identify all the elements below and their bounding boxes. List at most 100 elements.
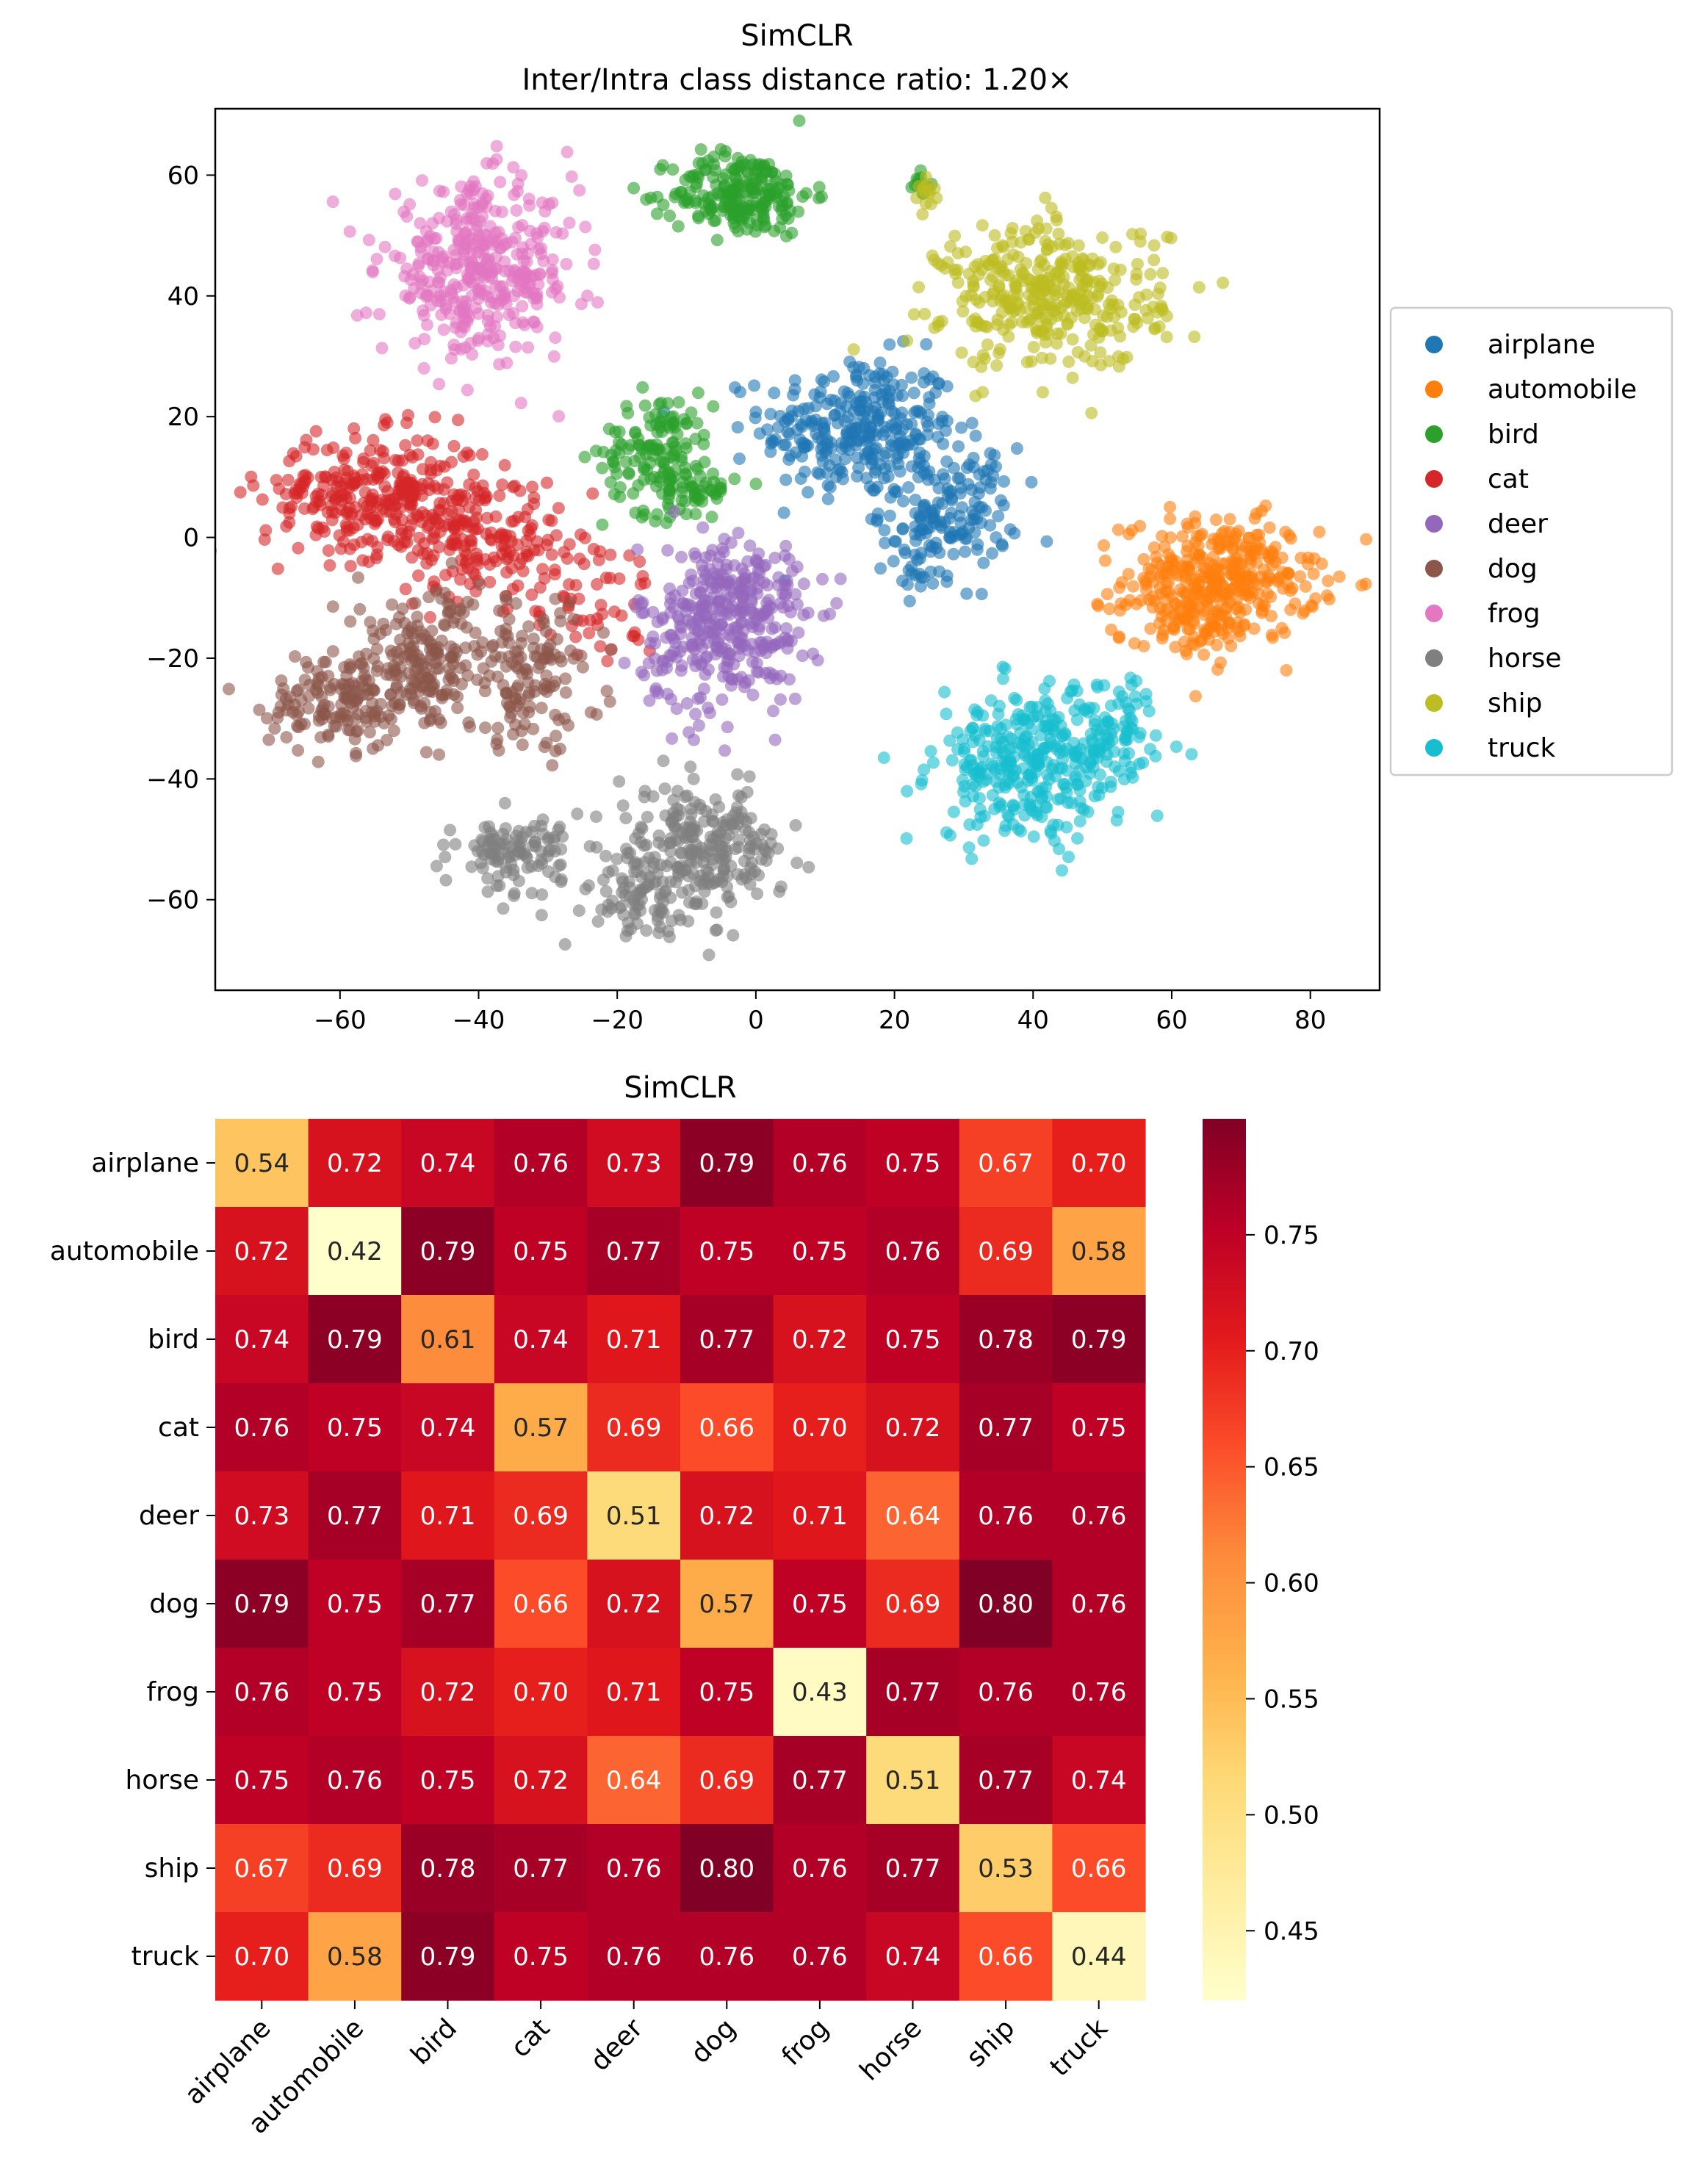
heatmap-cell — [959, 1471, 1053, 1560]
point-truck — [1088, 790, 1101, 803]
heatmap-cell — [959, 1207, 1053, 1296]
heatmap-cell — [215, 1824, 309, 1913]
point-horse — [648, 904, 661, 917]
point-cat — [433, 525, 447, 538]
point-cat — [569, 630, 583, 644]
point-frog — [591, 296, 604, 309]
point-airplane — [935, 414, 948, 428]
point-horse — [773, 885, 786, 898]
point-airplane — [854, 403, 867, 416]
point-truck — [973, 792, 986, 805]
y-tick-label: 0 — [183, 524, 199, 553]
point-cat — [536, 563, 550, 576]
point-ship — [992, 347, 1006, 360]
point-ship — [1040, 222, 1053, 235]
point-automobile — [1262, 550, 1275, 563]
point-airplane — [828, 409, 841, 422]
point-airplane — [852, 461, 865, 475]
point-ship — [1019, 225, 1032, 238]
heatmap-cell — [587, 1471, 681, 1560]
heatmap-cell-label: 0.75 — [513, 1237, 569, 1266]
point-bird — [624, 439, 637, 452]
legend-marker-truck — [1425, 739, 1443, 757]
heatmap-cell — [494, 1912, 588, 2001]
heatmap-cell — [1052, 1207, 1146, 1296]
point-horse — [653, 892, 666, 905]
point-dog — [600, 685, 613, 698]
heatmap-cell — [1052, 1383, 1146, 1472]
heatmap-cell-label: 0.78 — [978, 1325, 1034, 1355]
point-horse — [542, 865, 555, 878]
point-bird — [710, 234, 724, 247]
heatmap-cell — [401, 1207, 495, 1296]
point-truck — [1001, 730, 1015, 743]
point-airplane — [820, 444, 833, 457]
point-dog — [298, 674, 311, 686]
point-horse — [690, 898, 703, 911]
point-dog — [505, 707, 518, 720]
point-deer — [661, 544, 674, 557]
point-truck — [938, 685, 951, 699]
point-airplane — [862, 431, 876, 444]
point-airplane — [928, 516, 940, 529]
point-deer — [725, 672, 738, 685]
point-frog — [448, 208, 461, 221]
point-cat — [234, 486, 247, 499]
point-cat — [287, 447, 300, 460]
point-airplane — [883, 509, 896, 522]
point-dog — [397, 650, 411, 663]
point-bird — [596, 518, 609, 531]
point-bird — [742, 199, 755, 212]
series-truck — [877, 660, 1198, 877]
heatmap-x-label: frog — [777, 2013, 835, 2072]
point-ship — [1049, 298, 1062, 311]
point-truck — [1139, 688, 1153, 701]
point-frog — [546, 196, 559, 209]
point-cat — [313, 494, 326, 508]
point-frog — [433, 291, 447, 304]
point-frog — [522, 192, 536, 206]
point-deer — [671, 610, 685, 623]
heatmap-cell — [587, 1119, 681, 1208]
point-deer — [675, 550, 688, 563]
point-frog — [433, 378, 446, 391]
point-frog — [483, 220, 497, 233]
point-dog — [605, 643, 618, 656]
point-bird — [691, 417, 704, 430]
point-truck — [971, 705, 984, 718]
point-dog — [390, 668, 403, 682]
y-tick-label: −20 — [146, 644, 199, 674]
heatmap-cell-label: 0.70 — [513, 1678, 569, 1707]
point-airplane — [872, 411, 884, 425]
point-truck — [1106, 722, 1120, 735]
point-cat — [594, 640, 607, 653]
point-ship — [1156, 267, 1170, 280]
point-horse — [640, 924, 653, 937]
point-ship — [986, 253, 999, 267]
point-horse — [521, 861, 534, 874]
point-dog — [486, 640, 499, 653]
point-deer — [631, 543, 644, 556]
heatmap-cell-label: 0.75 — [885, 1325, 941, 1355]
point-dog — [422, 591, 436, 604]
point-horse — [491, 870, 505, 883]
point-dog — [350, 746, 363, 760]
point-dog — [366, 696, 379, 710]
point-horse — [674, 861, 687, 874]
point-ship — [1031, 215, 1044, 227]
point-deer — [692, 719, 705, 732]
point-dog — [432, 641, 445, 654]
point-automobile — [1137, 552, 1150, 566]
point-automobile — [1307, 567, 1320, 580]
point-truck — [1001, 808, 1015, 821]
point-ship — [981, 320, 994, 334]
point-airplane — [887, 483, 901, 496]
heatmap-y-label: horse — [125, 1765, 199, 1795]
point-ship — [1094, 346, 1107, 359]
point-bird — [728, 163, 741, 176]
point-airplane — [909, 569, 922, 582]
point-cat — [493, 489, 506, 502]
point-airplane — [955, 421, 968, 434]
point-airplane — [731, 421, 744, 434]
point-automobile — [1181, 597, 1194, 610]
